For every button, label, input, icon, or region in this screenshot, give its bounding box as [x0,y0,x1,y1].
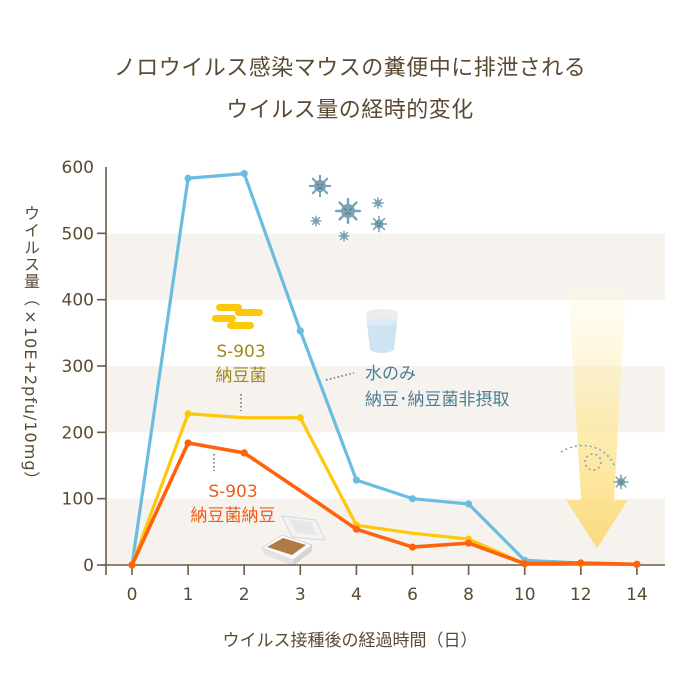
y-tick-label: 0 [83,556,94,576]
data-point [352,525,360,533]
virus-trail-loop-icon [584,453,602,471]
virus-icon [372,197,384,209]
legend-label-natto: S-903 納豆菌納豆 [168,480,298,528]
virus-icon [338,230,350,242]
y-tick-label: 500 [62,224,94,244]
data-point [184,410,192,418]
legend-label-natto-bacteria-line2: 納豆菌 [215,366,267,386]
data-point [408,495,417,503]
x-tick-label: 10 [514,585,536,605]
grid-bands [107,233,665,565]
virus-cluster-icon [308,174,388,242]
data-point [521,560,529,568]
data-point [465,500,473,508]
natto-pack-icon [260,515,326,566]
data-point [352,476,360,484]
x-tick-label: 2 [239,585,250,605]
series-line [130,441,637,567]
y-tick-label: 300 [62,357,94,377]
data-point [633,560,641,568]
data-point [128,561,136,569]
x-tick-label: 0 [127,585,138,605]
data-point [465,539,473,547]
x-tick-label: 1 [183,585,194,605]
data-point [240,449,248,457]
x-tick-label: 6 [407,585,418,605]
x-tick-label: 3 [295,585,306,605]
legend-label-water: 水のみ 納豆･納豆菌非摂取 [365,361,510,413]
virus-icon [370,215,388,233]
y-tick-label: 600 [62,158,94,178]
virus-trail-icon [560,444,615,466]
y-axis-label: ウイルス量（×10E+2pfu/10mg） [21,205,40,489]
y-tick-label: 400 [62,291,94,311]
virus-icon [613,474,629,490]
chart-title-line-2: ウイルス量の経時的変化 [226,98,474,123]
data-point [577,559,585,567]
y-tick-label: 200 [62,423,94,443]
decorations [212,174,629,566]
grid-band [107,366,665,433]
leader-line-blue [325,372,355,381]
water-glass-icon [366,309,398,353]
data-point [408,543,417,551]
y-tick-label: 100 [62,490,94,510]
down-arrow-icon [566,285,628,548]
legend-label-natto-bacteria-line1: S-903 [216,342,266,362]
virus-icon [613,474,629,490]
virus-icon [334,197,362,225]
legend-label-natto-bacteria: S-903 納豆菌 [196,340,286,388]
data-point [296,327,304,335]
chart-title-line-1: ノロウイルス感染マウスの糞便中に排泄される [113,56,587,81]
x-tick-label: 14 [626,585,648,605]
data-point [296,414,304,422]
x-tick-label: 8 [463,585,474,605]
data-point [184,174,192,182]
x-tick-label: 4 [351,585,362,605]
data-point [184,439,192,447]
x-tick-label: 12 [570,585,592,605]
virus-icon [310,215,322,227]
data-point [240,170,248,178]
series-2 [128,439,641,569]
bacteria-icon [212,304,263,329]
virus-icon [308,174,332,198]
series-lines [128,170,641,569]
legend-label-natto-line2: 納豆菌納豆 [190,506,276,526]
grid-band [107,498,665,565]
legend-label-natto-line1: S-903 [208,482,258,502]
legend-label-water-line2: 納豆･納豆菌非摂取 [365,390,510,410]
x-axis-label: ウイルス接種後の経過時間（日） [222,631,478,651]
legend-label-water-line1: 水のみ [365,364,416,384]
